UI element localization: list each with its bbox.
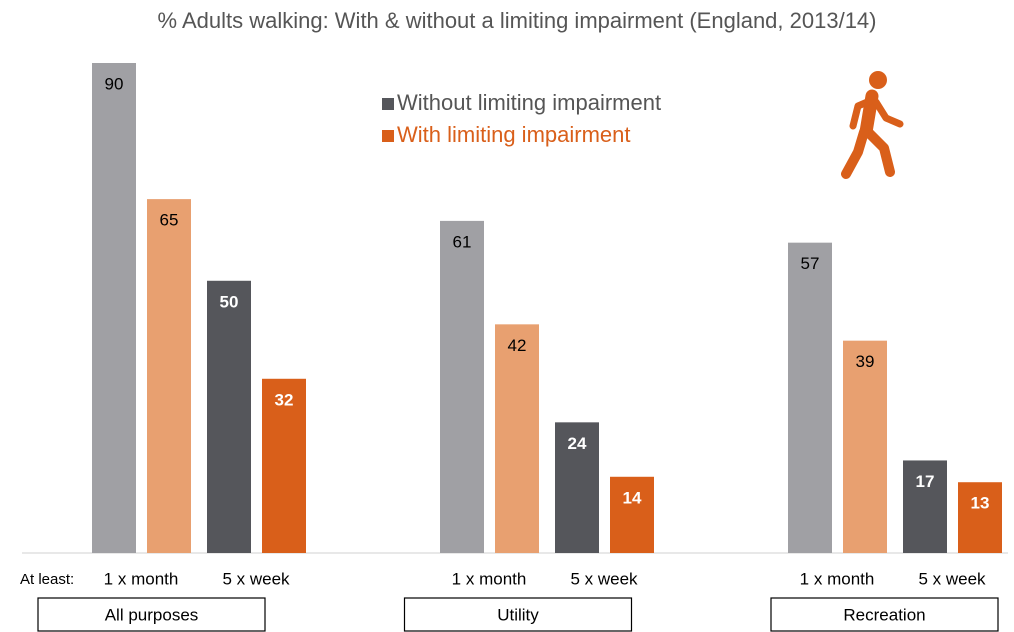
x-tick-label: 5 x week [222,569,290,588]
x-tick-label: 5 x week [918,569,986,588]
group-box [37,597,266,632]
bar [207,280,251,553]
value-label: 42 [508,336,527,355]
bar [610,476,654,553]
bar [788,242,832,553]
value-label: 90 [105,74,124,93]
x-tick-label: 1 x month [452,569,527,588]
walker-icon [841,71,904,179]
legend-label: Without limiting impairment [397,90,661,115]
bar [92,63,136,553]
legend-swatch [382,130,394,142]
x-tick-label: 5 x week [570,569,638,588]
bar [958,482,1002,553]
x-tick-label: 1 x month [800,569,875,588]
value-label: 61 [453,232,472,251]
value-label: 50 [220,292,239,311]
x-tick-label: 1 x month [104,569,179,588]
bar [843,340,887,553]
value-label: 57 [801,254,820,273]
group-label: All purposes [105,605,199,624]
group-label: Recreation [843,605,925,624]
group-label: Utility [497,605,539,624]
chart-title: % Adults walking: With & without a limit… [157,8,877,33]
legend-label: With limiting impairment [397,122,631,147]
value-label: 32 [275,390,294,409]
bar [555,422,599,553]
bar [262,378,306,553]
bar [440,220,484,553]
value-label: 13 [971,494,990,513]
value-label: 14 [623,488,642,507]
bar [495,324,539,553]
bar [147,199,191,553]
value-label: 39 [856,352,875,371]
value-label: 24 [568,434,587,453]
value-label: 65 [160,211,179,230]
group-box [403,597,633,632]
x-prefix: At least: [20,571,74,588]
value-label: 17 [916,472,935,491]
bar [903,460,947,553]
legend-swatch [382,98,394,110]
group-box [770,597,999,632]
